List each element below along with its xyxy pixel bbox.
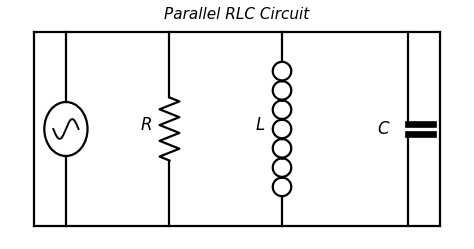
- Text: C: C: [378, 120, 389, 138]
- Text: Parallel RLC Circuit: Parallel RLC Circuit: [164, 7, 310, 22]
- Text: L: L: [255, 116, 265, 133]
- Text: R: R: [141, 116, 152, 133]
